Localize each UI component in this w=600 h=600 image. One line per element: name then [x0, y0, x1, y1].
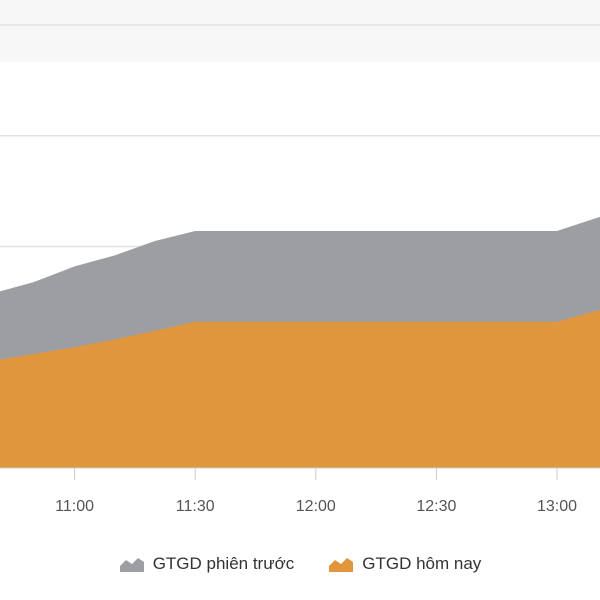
x-axis: 11:00 11:30 12:00 12:30 13:00	[0, 467, 600, 515]
legend-label: GTGD hôm nay	[362, 554, 482, 573]
x-tick-label: 11:00	[55, 498, 94, 515]
legend-label: GTGD phiên trước	[152, 554, 295, 573]
legend-item-today[interactable]: GTGD hôm nay	[328, 554, 481, 574]
area-icon	[329, 558, 354, 572]
x-tick-label: 12:00	[296, 498, 336, 515]
x-tick-label: 13:00	[537, 498, 577, 515]
chart-top-band	[0, 0, 600, 62]
legend-item-previous-session[interactable]: GTGD phiên trước	[119, 554, 295, 574]
series-areas	[0, 216, 600, 468]
area-chart: 11:00 11:30 12:00 12:30 13:00	[0, 24, 600, 515]
legend: GTGD phiên trước GTGD hôm nay	[0, 546, 600, 582]
x-tick-label: 11:30	[176, 498, 215, 515]
series-today-area	[0, 309, 600, 468]
area-icon	[119, 558, 144, 572]
x-tick-label: 12:30	[416, 498, 456, 515]
